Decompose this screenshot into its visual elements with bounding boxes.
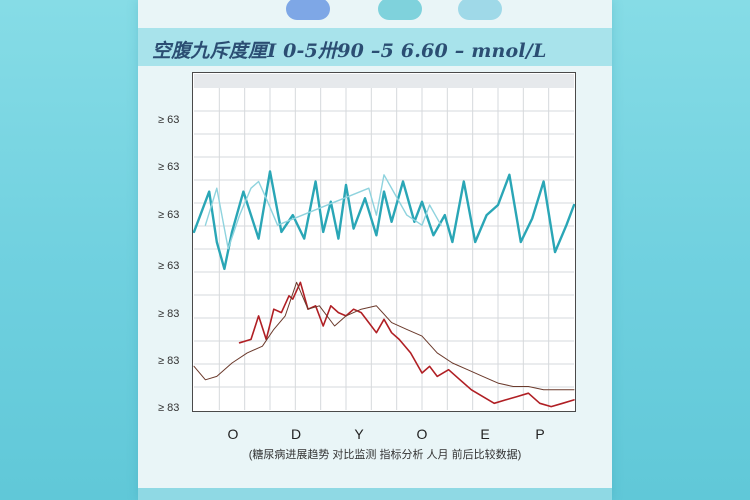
y-tick-label: ≥ 83	[158, 308, 180, 320]
grid-lines	[194, 88, 574, 410]
panel-footer-band	[138, 488, 612, 500]
y-tick-label: ≥ 63	[158, 209, 180, 221]
indicator-dot-light	[458, 0, 502, 20]
x-tick-label: P	[535, 426, 545, 442]
x-tick-label: O	[416, 426, 428, 442]
y-tick-label: ≥ 63	[158, 114, 180, 126]
x-axis-label: (糖尿病进展趋势 对比监测 指标分析 人月 前后比较数据)	[248, 449, 522, 461]
series-line-1	[192, 170, 576, 271]
chart-title: 空腹九斥度厘I 0-5卅90 –5 6.60 – mnol/L	[152, 40, 547, 62]
series-line-4	[193, 281, 575, 391]
plot-area	[192, 72, 576, 412]
x-tick-label: D	[290, 426, 302, 442]
x-tick-label: O	[227, 426, 239, 442]
title-band	[138, 28, 612, 66]
series-line-2	[204, 174, 442, 250]
indicator-dot-teal	[378, 0, 422, 20]
plot-header-strip	[194, 74, 574, 88]
series-line-3	[238, 281, 575, 408]
y-tick-label: ≥ 83	[158, 355, 180, 367]
y-tick-label: ≥ 63	[158, 260, 180, 272]
indicator-dot-blue	[286, 0, 330, 20]
y-tick-label: ≥ 83	[158, 402, 180, 414]
y-tick-label: ≥ 63	[158, 161, 180, 173]
x-tick-label: Y	[354, 426, 364, 442]
x-tick-label: E	[480, 426, 490, 442]
